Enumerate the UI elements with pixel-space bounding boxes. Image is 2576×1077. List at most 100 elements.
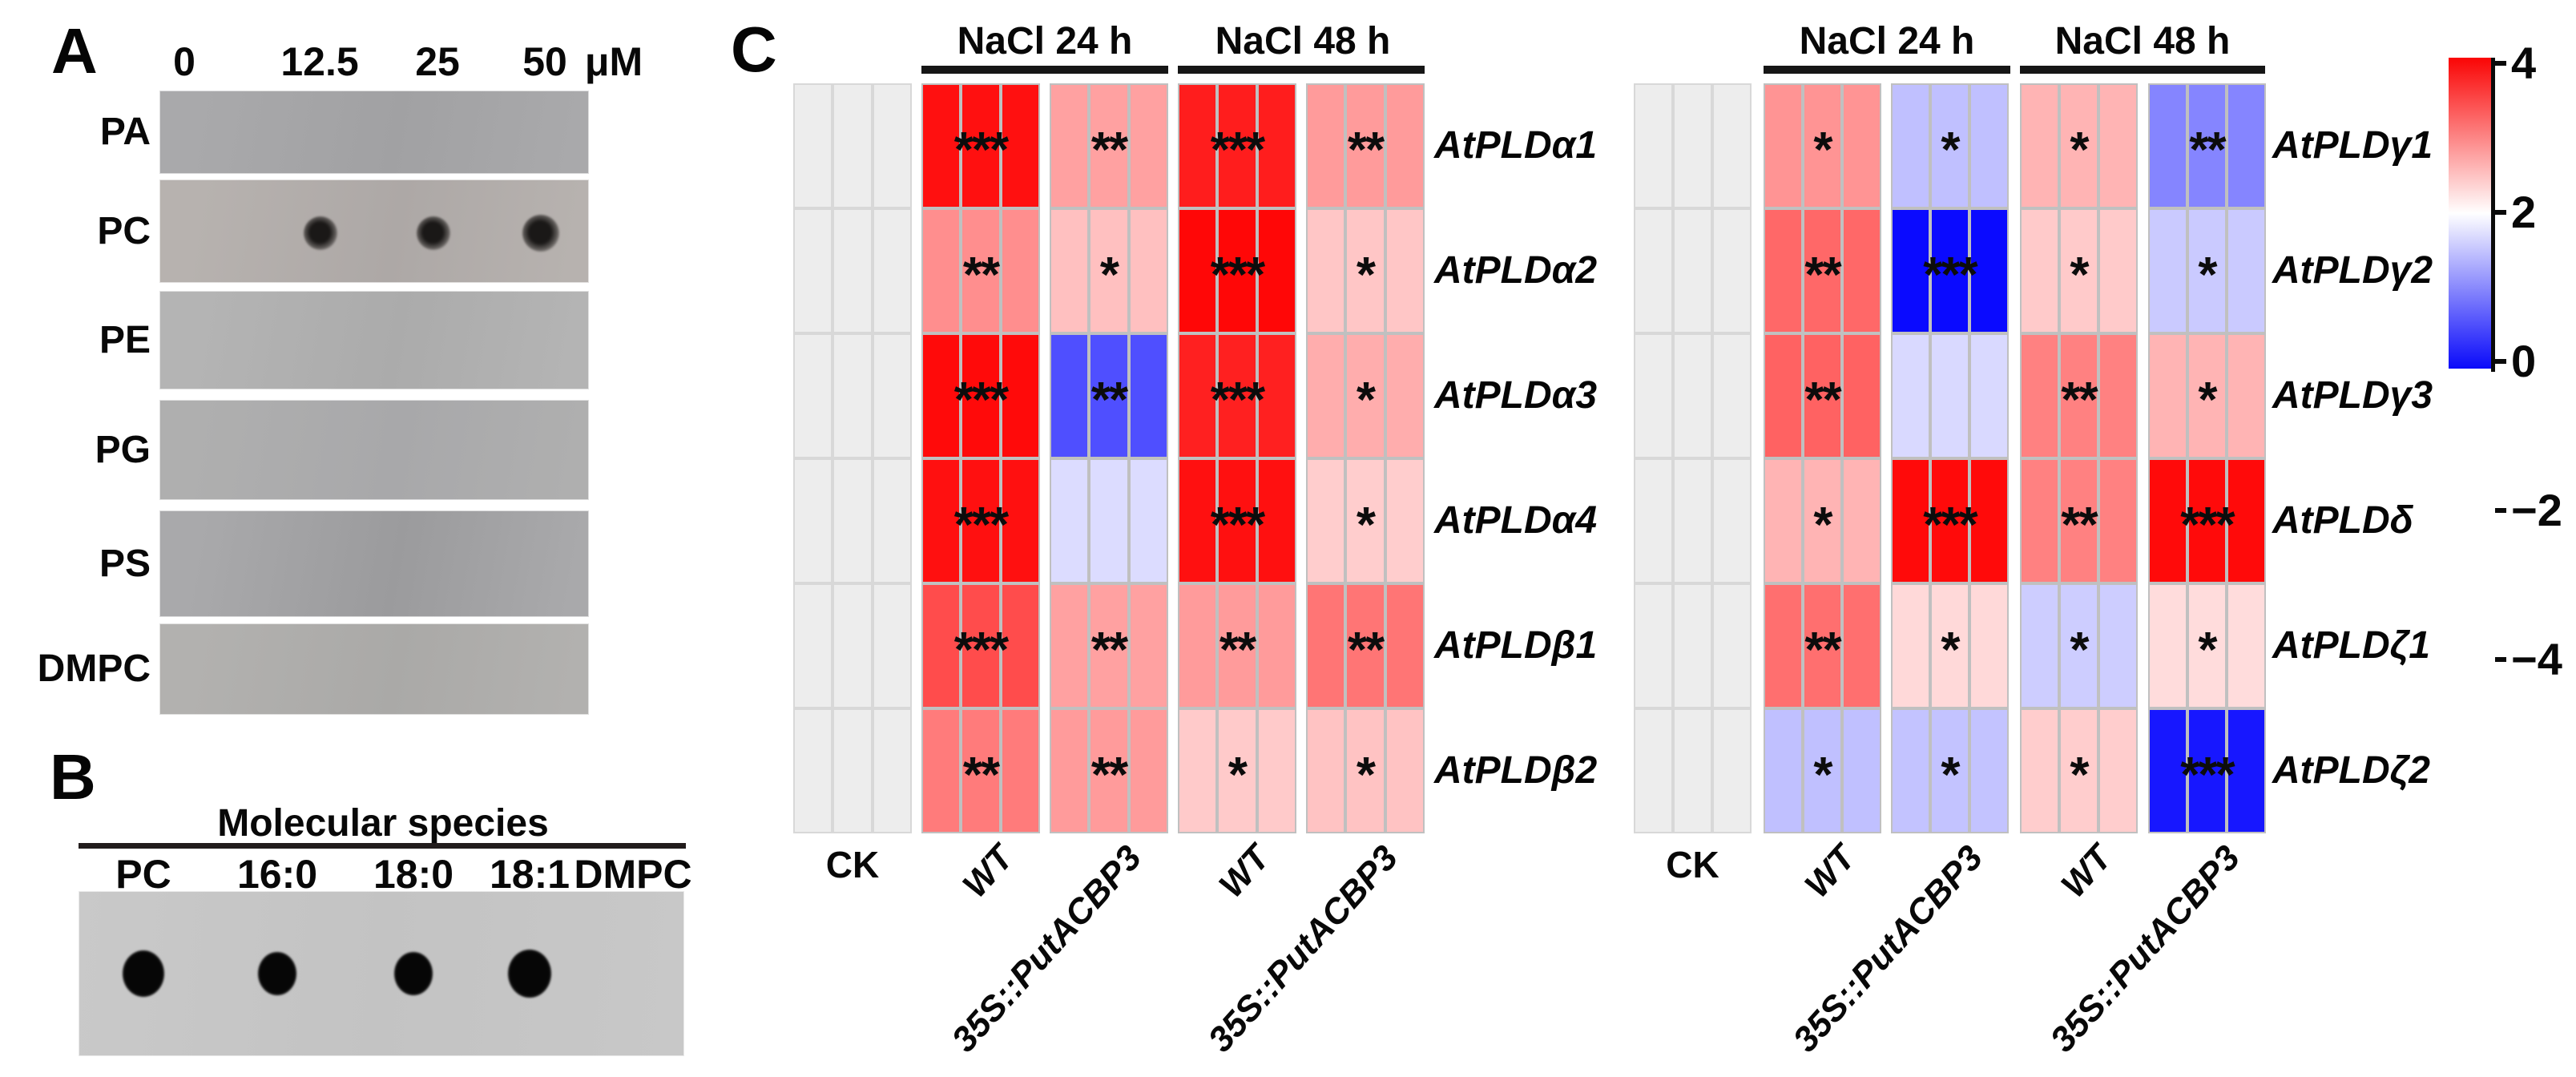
replicate-cell — [1844, 85, 1880, 207]
molecular-species-underline — [79, 843, 686, 849]
gene-label: AtPLDζ2 — [2272, 749, 2430, 792]
replicate-cell — [923, 210, 960, 332]
replicate-cell — [962, 210, 999, 332]
colorbar-tick-label: −2 — [2511, 485, 2562, 535]
replicate-cell — [2100, 85, 2136, 207]
concentration-unit-label: μM — [584, 39, 643, 84]
replicate-cell — [1051, 335, 1088, 457]
replicate-cell — [1308, 335, 1344, 457]
replicate-cell — [2189, 710, 2225, 832]
group-label-ck: CK — [1666, 844, 1719, 885]
replicate-cell — [1635, 710, 1671, 832]
replicate-cell — [873, 335, 910, 457]
replicate-cell — [873, 710, 910, 832]
replicate-cell — [1258, 710, 1295, 832]
heatmap-cell-group — [2148, 83, 2266, 208]
replicate-cell — [1179, 85, 1216, 207]
gene-label: AtPLDα3 — [1434, 374, 1598, 417]
replicate-cell — [2022, 460, 2058, 582]
heatmap-cell-group — [1891, 208, 2009, 333]
heatmap-cell-group — [1306, 83, 1425, 208]
replicate-cell — [1635, 210, 1671, 332]
condition-header: NaCl 48 h — [2054, 20, 2231, 63]
replicate-cell — [1635, 585, 1671, 707]
heatmap-cell-group — [1306, 583, 1425, 708]
replicate-cell — [2228, 460, 2264, 582]
lipid-row-label: PC — [97, 209, 151, 252]
condition-header: NaCl 24 h — [1799, 20, 1975, 63]
colorbar-tick — [2495, 508, 2506, 513]
colorbar-tick — [2495, 210, 2506, 215]
heatmap-cell-group — [2148, 458, 2266, 583]
significance-stars: * — [2198, 373, 2217, 429]
replicate-cell — [1130, 710, 1167, 832]
replicate-cell — [1765, 710, 1801, 832]
significance-stars: * — [2198, 248, 2217, 304]
significance-stars: ** — [962, 248, 1000, 304]
colorbar-tick — [2495, 657, 2506, 662]
replicate-cell — [2100, 210, 2136, 332]
replicate-cell — [2022, 335, 2058, 457]
significance-stars: ** — [1219, 623, 1256, 679]
heatmap-cell-group — [1634, 458, 1752, 583]
heatmap-cell-group — [1050, 208, 1168, 333]
replicate-cell — [1804, 710, 1840, 832]
replicate-cell — [1893, 335, 1929, 457]
replicate-cell — [1804, 85, 1840, 207]
replicate-cell — [1804, 585, 1840, 707]
replicate-cell — [1675, 85, 1711, 207]
concentration-label: 12.5 — [280, 39, 359, 84]
species-column-label: 18:0 — [373, 852, 454, 897]
replicate-cell — [1893, 210, 1929, 332]
species-binding-dot — [394, 952, 433, 995]
panel-b-title: Molecular species — [217, 802, 549, 845]
replicate-cell — [2228, 85, 2264, 207]
replicate-cell — [1932, 710, 1968, 832]
heatmap-cell-group — [1178, 458, 1296, 583]
replicate-cell — [1971, 585, 2007, 707]
replicate-cell — [1347, 335, 1384, 457]
significance-stars: *** — [1923, 248, 1977, 304]
heatmap-cell-group — [1306, 208, 1425, 333]
replicate-cell — [1804, 210, 1840, 332]
replicate-cell — [2189, 210, 2225, 332]
species-column-label: PC — [115, 852, 171, 897]
replicate-cell — [923, 710, 960, 832]
replicate-cell — [1932, 335, 1968, 457]
panel-a-letter: A — [51, 15, 98, 87]
replicate-cell — [962, 335, 999, 457]
significance-stars: *** — [953, 373, 1009, 429]
replicate-cell — [834, 460, 871, 582]
heatmap-cell-group — [1050, 708, 1168, 833]
replicate-cell — [1971, 460, 2007, 582]
lipid-binding-dot — [417, 216, 450, 250]
replicate-cell — [1971, 335, 2007, 457]
group-label-rotated: WT — [1796, 837, 1863, 906]
heatmap-cell-group — [1764, 83, 1881, 208]
replicate-cell — [1002, 710, 1038, 832]
heatmap-cell-group — [1634, 208, 1752, 333]
significance-stars: *** — [953, 623, 1009, 679]
replicate-cell — [2150, 85, 2186, 207]
colorbar-gradient — [2449, 58, 2491, 369]
replicate-cell — [2228, 210, 2264, 332]
replicate-cell — [1090, 85, 1127, 207]
replicate-cell — [2189, 460, 2225, 582]
replicate-cell — [1765, 210, 1801, 332]
replicate-cell — [1714, 335, 1750, 457]
gene-label: AtPLDζ1 — [2272, 624, 2430, 667]
replicate-cell — [1844, 210, 1880, 332]
heatmap-cell-group — [1178, 208, 1296, 333]
replicate-cell — [2100, 710, 2136, 832]
heatmap-cell-group — [793, 208, 912, 333]
gene-label: AtPLDδ — [2272, 499, 2413, 542]
replicate-cell — [1675, 335, 1711, 457]
significance-stars: * — [1356, 248, 1376, 304]
heatmap-cell-group — [2148, 708, 2266, 833]
significance-stars: ** — [2061, 373, 2098, 429]
condition-underline — [1764, 66, 2010, 74]
significance-stars: * — [1099, 248, 1119, 304]
replicate-cell — [1347, 710, 1384, 832]
species-column-label: 18:1 — [489, 852, 570, 897]
